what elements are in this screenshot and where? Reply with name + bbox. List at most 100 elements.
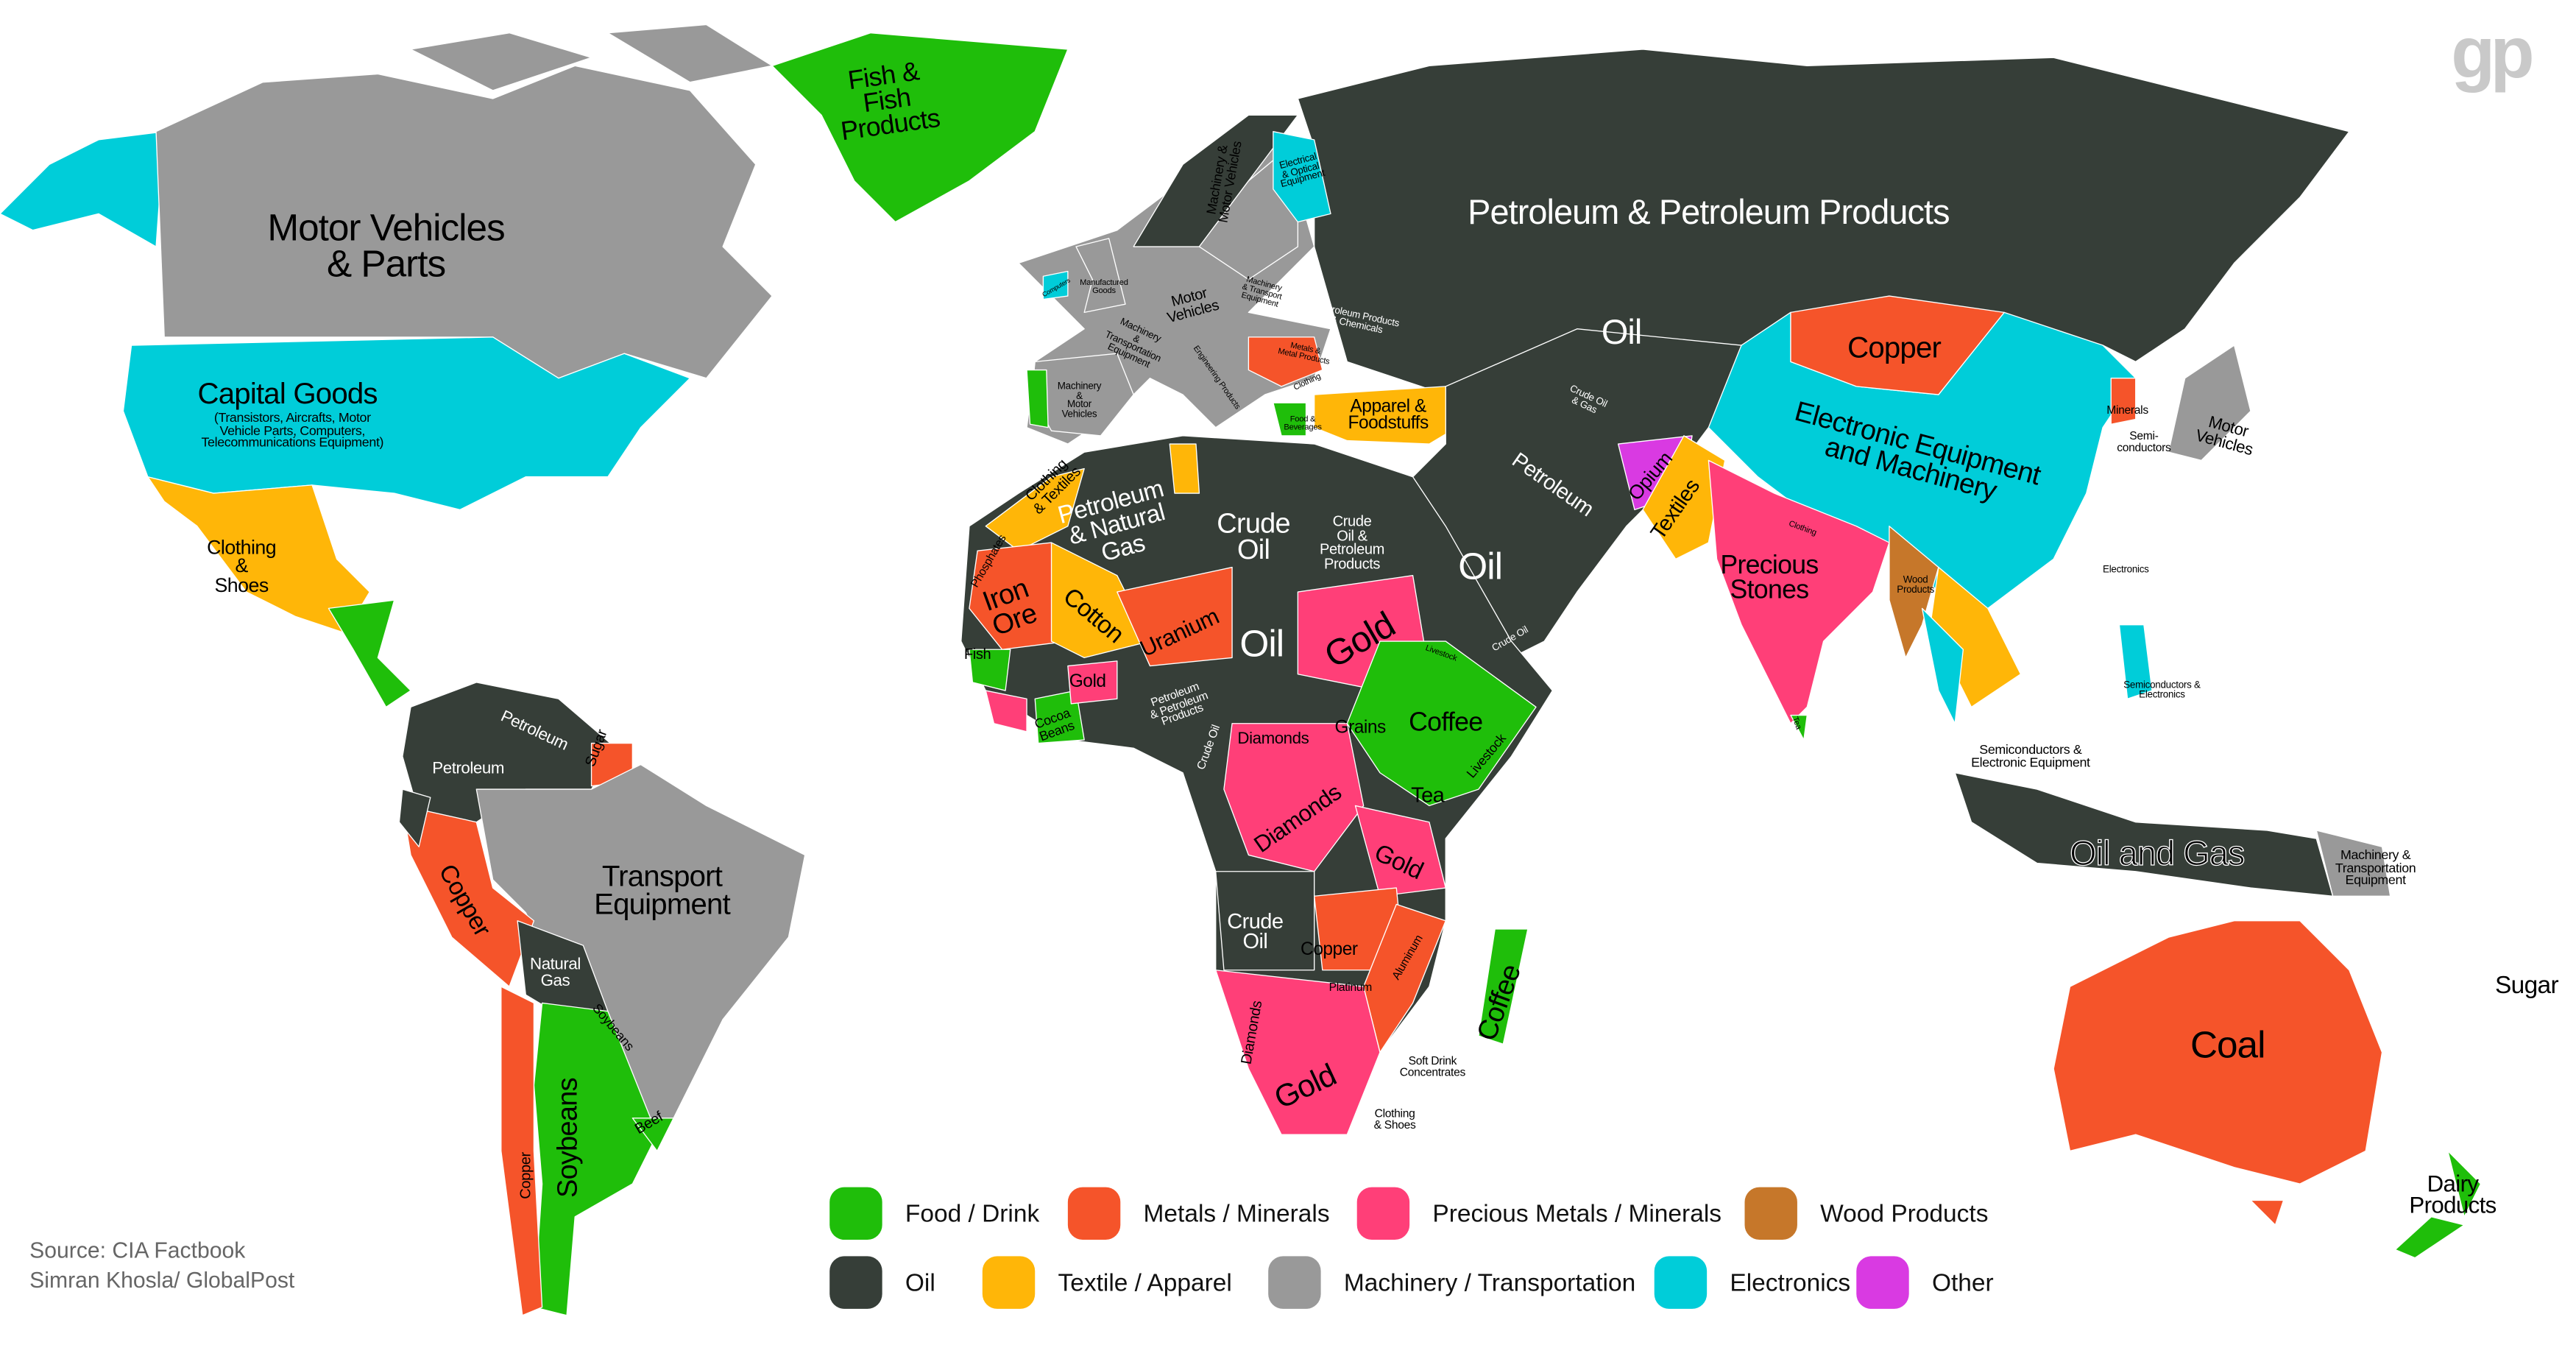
region-oil	[398, 788, 431, 847]
legend-label: Precious Metals / Minerals	[1432, 1199, 1722, 1228]
country-export-label: Petroleum	[432, 760, 505, 779]
region-machinery	[2168, 345, 2251, 462]
country-export-label: Tea	[1411, 782, 1445, 808]
region-food	[1790, 714, 1808, 741]
region-metals	[2110, 378, 2137, 425]
region-precious	[1215, 970, 1381, 1135]
region-food	[631, 1118, 674, 1152]
country-export-label: Machinery & Transportation Equipment	[2335, 847, 2416, 888]
region-oil	[1215, 871, 1315, 971]
legend-item-food: Food / Drink	[829, 1187, 1039, 1240]
country-export-label: Dairy Products	[2409, 1170, 2497, 1219]
legend-swatch	[829, 1187, 882, 1240]
country-export-label: Coffee	[1409, 709, 1483, 738]
legend-item-metals: Metals / Minerals	[1067, 1187, 1330, 1240]
region-metals	[2250, 1199, 2285, 1226]
region-food	[2394, 1216, 2465, 1259]
region-precious	[1708, 459, 1890, 724]
legend-swatch	[1356, 1187, 1410, 1240]
legend-item-precious: Precious Metals / Minerals	[1356, 1187, 1722, 1240]
region-electronics	[2118, 624, 2153, 699]
legend-label: Metals / Minerals	[1143, 1199, 1330, 1228]
country-export-label: Gold	[1069, 672, 1106, 692]
region-metals	[2053, 920, 2383, 1185]
country-export-label: Clothing & Shoes	[207, 535, 277, 597]
country-export-label: Fish	[963, 646, 991, 663]
legend-label: Electronics	[1730, 1268, 1851, 1297]
country-export-label: Apparel & Foodstuffs	[1348, 397, 1429, 434]
source-credit: Source: CIA Factbook Simran Khosla/ Glob…	[29, 1237, 294, 1294]
country-export-label: Fish & Fish Products	[839, 58, 942, 148]
legend-swatch	[1744, 1187, 1797, 1240]
region-food	[1026, 369, 1049, 428]
country-export-label: Copper	[517, 1152, 534, 1199]
globalpost-logo: gp	[2451, 13, 2534, 94]
region-metals	[500, 986, 543, 1316]
country-export-label: Precious Stones	[1720, 552, 1819, 605]
region-electronics	[1921, 607, 1964, 724]
legend-label: Textile / Apparel	[1058, 1268, 1232, 1297]
legend-label: Oil	[905, 1268, 935, 1297]
region-food	[533, 1002, 658, 1316]
country-export-label: Oil and Gas	[2069, 835, 2246, 874]
country-export-label: Minerals	[2106, 405, 2148, 417]
legend-label: Wood Products	[1820, 1199, 1989, 1228]
country-export-label: Soybeans	[551, 1078, 584, 1198]
legend-item-oil: Oil	[829, 1256, 935, 1309]
country-export-label: Semiconductors & Electronic Equipment	[1971, 742, 2090, 770]
country-export-label: Wood Products	[1897, 576, 1934, 596]
country-export-label: Platinum	[1328, 982, 1373, 995]
region-wood	[1889, 526, 1939, 659]
region-precious	[1067, 660, 1118, 705]
legend-swatch	[829, 1256, 882, 1309]
region-precious	[1354, 805, 1446, 897]
country-export-label: Oil	[1239, 621, 1284, 665]
country-export-label: Machinery & Motor Vehicles	[1057, 382, 1102, 421]
legend-swatch	[982, 1256, 1036, 1309]
country-export-label: Manufactured Goods	[1080, 278, 1128, 297]
country-export-label: Oil	[1458, 544, 1503, 587]
country-export-label: Crude Oil	[1227, 908, 1284, 954]
country-export-label: Copper	[1847, 331, 1942, 364]
region-machinery	[2315, 830, 2391, 897]
region-metals	[1117, 566, 1233, 667]
region-metals	[1362, 903, 1446, 1053]
region-machinery	[1075, 238, 1126, 314]
region-food	[1273, 402, 1307, 437]
region-electronics	[0, 131, 165, 247]
region-metals	[969, 542, 1069, 650]
country-export-label: (Transistors, Aircrafts, Motor Vehicle P…	[201, 410, 384, 451]
country-export-label: Food & Beverages	[1284, 414, 1322, 433]
region-electronics	[1273, 131, 1331, 223]
region-food	[2447, 1150, 2482, 1218]
region-textile	[1050, 542, 1151, 659]
region-oil	[1954, 772, 2334, 897]
country-export-label: Sugar	[2494, 971, 2559, 1000]
region-food	[1478, 928, 1529, 1045]
region-food	[969, 649, 1011, 691]
legend-item-other: Other	[1856, 1256, 1994, 1309]
country-export-label: Soft Drink Concentrates	[1399, 1056, 1466, 1079]
region-electronics	[1042, 270, 1069, 300]
country-export-label: Semi- conductors	[2117, 431, 2171, 454]
country-export-label: Copper	[1300, 940, 1358, 960]
region-food	[1346, 640, 1537, 807]
region-textile	[1169, 443, 1200, 494]
legend-item-wood: Wood Products	[1744, 1187, 1988, 1240]
region-metals	[1790, 295, 2005, 395]
country-export-label: Clothing & Shoes	[1373, 1109, 1416, 1132]
country-export-label: Transport Equipment	[594, 859, 731, 921]
legend-label: Food / Drink	[905, 1199, 1040, 1228]
country-export-label: Natural Gas	[530, 956, 581, 990]
country-export-label: Petroleum & Petroleum Products	[1468, 194, 1950, 232]
country-export-label: Electronics	[2103, 565, 2149, 576]
region-textile	[1642, 435, 1726, 560]
country-export-label: Coal	[2190, 1023, 2266, 1066]
legend-item-machinery: Machinery / Transportation	[1268, 1256, 1635, 1309]
legend-swatch	[1268, 1256, 1321, 1309]
region-machinery	[410, 32, 592, 91]
country-export-label: Semiconductors & Electronics	[2123, 681, 2201, 701]
source-line: Source: CIA Factbook	[29, 1238, 246, 1263]
